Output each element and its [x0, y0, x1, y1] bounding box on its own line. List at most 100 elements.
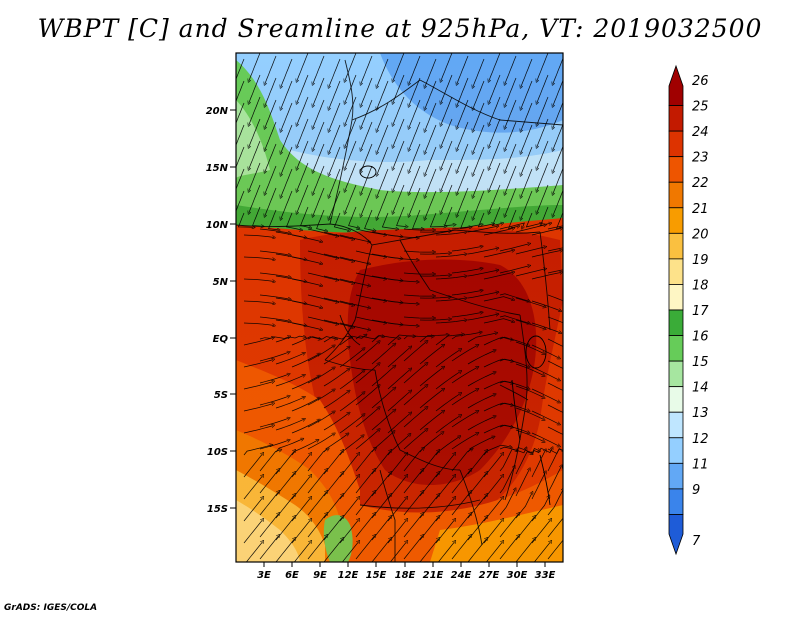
- streamline: [259, 450, 280, 472]
- streamline: [339, 415, 364, 434]
- colorbar-label: 15: [692, 355, 709, 370]
- streamline: [377, 58, 389, 87]
- streamline: [435, 437, 460, 456]
- streamline: [473, 168, 485, 197]
- lat-tick-5N: 5N: [213, 277, 236, 288]
- streamline: [419, 297, 450, 298]
- streamline: [515, 429, 544, 442]
- chart-title: WBPT [C] and Sreamline at 925hPa, VT: 20…: [37, 14, 763, 43]
- streamline: [268, 209, 279, 230]
- lat-tick-EQ: EQ: [213, 334, 236, 345]
- streamline: [451, 291, 482, 296]
- streamline: [291, 256, 321, 264]
- streamline: [499, 244, 529, 252]
- streamline: [307, 316, 337, 324]
- streamline: [489, 74, 501, 103]
- colorbar-swatch: [668, 514, 684, 556]
- streamline: [371, 344, 395, 365]
- streamline: [547, 360, 563, 369]
- streamline: [437, 542, 455, 562]
- streamline: [329, 102, 341, 131]
- streamline: [307, 412, 334, 428]
- streamline: [371, 410, 395, 431]
- streamline: [403, 342, 427, 362]
- streamline: [275, 419, 304, 431]
- streamline: [371, 517, 391, 541]
- streamline: [307, 272, 337, 280]
- streamline: [393, 53, 405, 81]
- streamline: [547, 517, 563, 538]
- streamline: [537, 162, 549, 191]
- streamline: [291, 336, 320, 346]
- streamline: [457, 121, 469, 150]
- streamline: [297, 162, 309, 191]
- streamline: [441, 74, 453, 103]
- colorbar-label: 26: [692, 74, 709, 89]
- streamline: [441, 118, 453, 147]
- streamline: [345, 96, 357, 125]
- streamline: [531, 448, 552, 456]
- streamline: [339, 322, 369, 330]
- latitude-axis: 20N 15N 10N 5N EQ 5S 10S 15S: [206, 106, 236, 515]
- streamline: [355, 342, 379, 362]
- lon-tick-18E: 18E: [395, 562, 416, 581]
- colorbar-label: 13: [692, 406, 709, 421]
- country-borders: [236, 59, 563, 562]
- colorbar-swatch: [668, 181, 684, 209]
- streamline: [259, 352, 289, 362]
- colorbar-swatch: [668, 284, 684, 311]
- streamline: [507, 209, 519, 230]
- streamline: [293, 542, 311, 562]
- streamline: [329, 168, 341, 197]
- streamline: [387, 300, 418, 304]
- streamline: [313, 187, 325, 216]
- streamline: [451, 470, 471, 494]
- streamline: [467, 226, 497, 233]
- streamline: [403, 251, 434, 252]
- streamline: [451, 367, 478, 384]
- streamline: [499, 380, 529, 388]
- streamline: [345, 184, 357, 213]
- streamline: [403, 295, 434, 296]
- streamline: [236, 190, 245, 213]
- streamline: [377, 168, 389, 197]
- streamline: [259, 492, 279, 516]
- streamline: [393, 118, 405, 147]
- streamline: [409, 99, 421, 128]
- streamline: [323, 319, 353, 327]
- streamline: [444, 206, 455, 226]
- streamline: [355, 272, 385, 279]
- streamline: [403, 229, 434, 230]
- streamline: [499, 293, 529, 301]
- streamline: [243, 404, 273, 412]
- streamline: [236, 124, 245, 147]
- streamline: [419, 473, 439, 497]
- streamline: [419, 253, 450, 254]
- streamline: [307, 228, 337, 236]
- streamline: [435, 454, 455, 478]
- streamline: [403, 317, 434, 318]
- streamline: [236, 146, 245, 169]
- streamline: [345, 74, 357, 103]
- streamline: [473, 102, 485, 131]
- lon-tick-12E: 12E: [338, 562, 359, 581]
- streamline: [435, 520, 455, 544]
- streamline: [323, 539, 343, 562]
- streamline: [467, 517, 487, 541]
- lat-label: 5S: [214, 390, 228, 401]
- streamline: [425, 124, 437, 153]
- streamline: [531, 344, 559, 358]
- streamline: [499, 424, 529, 432]
- streamline: [441, 184, 453, 213]
- streamline: [307, 390, 334, 406]
- streamline: [361, 165, 373, 194]
- streamline: [297, 53, 309, 81]
- streamlines: [236, 53, 563, 562]
- streamline: [425, 168, 437, 197]
- streamline: [409, 77, 421, 106]
- lon-label: 27E: [479, 570, 500, 581]
- streamline: [323, 336, 351, 343]
- streamline: [323, 275, 353, 283]
- streamline: [521, 102, 533, 131]
